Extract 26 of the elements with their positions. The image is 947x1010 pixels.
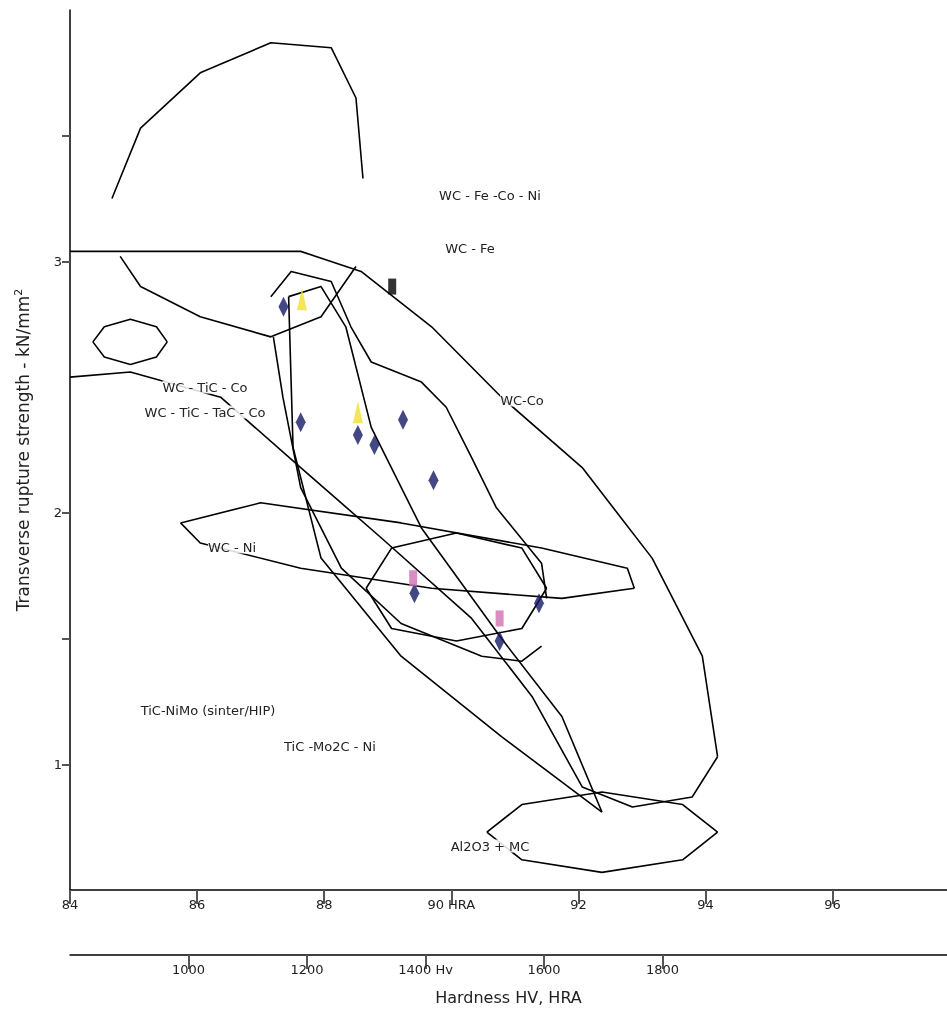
annotation: WC - TiC - TaC - Co — [144, 404, 266, 420]
x2-tick-label: 1000 — [171, 962, 206, 977]
x-tick-label: 86 — [188, 897, 206, 912]
x2-tick-label: 1600 — [527, 962, 561, 977]
x-tick-label: 94 — [697, 897, 714, 912]
y-tick-label: 2 — [53, 505, 62, 521]
annotation: WC - Fe — [445, 240, 495, 256]
x2-tick-label: 1400 Hv — [398, 962, 454, 977]
x-tick-label: 88 — [315, 897, 333, 912]
y-axis-title: Transverse rupture strength - kN/mm2 — [12, 288, 33, 613]
y-tick-label: 3 — [53, 253, 62, 269]
x-tick-label: 84 — [61, 897, 79, 912]
annotation: WC - TiC - Co — [162, 379, 248, 395]
annotation: TiC-NiMo (sinter/HIP) — [139, 702, 276, 718]
x-tick-label: 92 — [570, 897, 587, 912]
x-axis-title: Hardness HV, HRA — [435, 987, 582, 1007]
annotation: WC-Co — [500, 392, 544, 408]
y-tick-label: 1 — [53, 756, 62, 772]
annotation: Al2O3 + MC — [450, 838, 530, 854]
x-tick-label: 96 — [824, 897, 841, 912]
annotation: WC - Fe -Co - Ni — [439, 187, 541, 203]
x2-tick-label: 1200 — [290, 962, 324, 977]
annotation: TiC -Mo2C - Ni — [283, 738, 376, 754]
annotation: WC - Ni — [207, 539, 257, 555]
x-tick-label: 90 HRA — [427, 897, 476, 912]
x2-tick-label: 1800 — [646, 962, 680, 977]
